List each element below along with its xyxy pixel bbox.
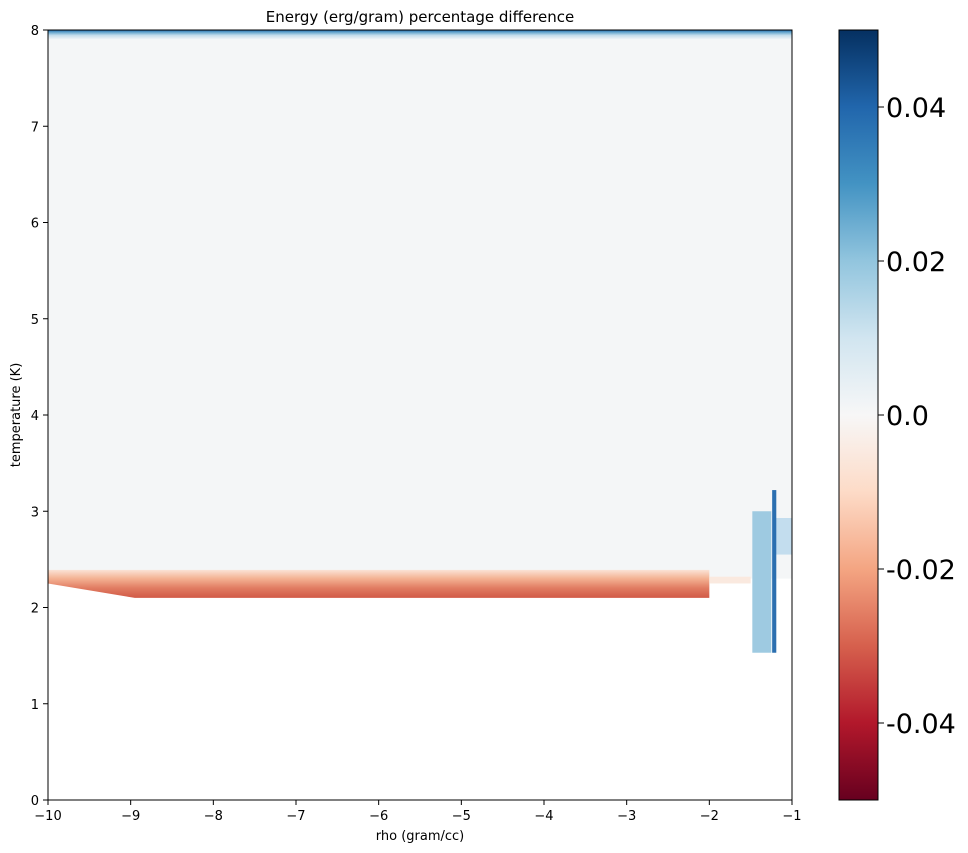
colorbar-tick-label: 0.02 <box>886 247 946 278</box>
colorbar: 0.04 0.02 0.0 -0.02 -0.04 <box>838 29 956 801</box>
chart-title: Energy (erg/gram) percentage difference <box>266 8 574 26</box>
x-tick-label: −10 <box>34 809 61 824</box>
y-tick-label: 0 <box>31 794 39 809</box>
heatmap-region-low-band-tail <box>709 576 751 584</box>
heatmap-region-bulk <box>48 39 792 579</box>
colorbar-tick-label: -0.04 <box>886 709 956 740</box>
colorbar-ramp <box>838 29 879 801</box>
y-tick-label: 2 <box>31 602 39 617</box>
x-tick-label: −7 <box>286 809 305 824</box>
x-axis-label: rho (gram/cc) <box>376 829 465 844</box>
colorbar-tick-label: -0.02 <box>886 555 956 586</box>
heatmap-region-patch-a <box>752 511 772 653</box>
y-tick-label: 7 <box>31 120 39 135</box>
x-tick-label: −6 <box>369 809 388 824</box>
x-tick-label: −3 <box>617 809 636 824</box>
x-tick-label: −4 <box>534 809 553 824</box>
y-axis-label: temperature (K) <box>9 363 24 468</box>
heatmap-region-spike <box>772 490 777 653</box>
y-tick-label: 1 <box>31 698 39 713</box>
x-tick-label: −2 <box>700 809 719 824</box>
x-tick-label: −8 <box>204 809 223 824</box>
y-tick-label: 6 <box>31 217 39 232</box>
x-tick-label: −5 <box>452 809 471 824</box>
y-tick-label: 5 <box>31 313 39 328</box>
y-tick-label: 3 <box>31 505 39 520</box>
colorbar-tick-label: 0.0 <box>886 401 929 432</box>
heatmap-plot <box>47 29 793 801</box>
x-tick-label: −9 <box>121 809 140 824</box>
heatmap-region-low-band <box>48 569 710 598</box>
x-tick-label: −1 <box>782 809 801 824</box>
y-tick-label: 8 <box>31 24 39 39</box>
heatmap-region-patch-b <box>775 517 792 555</box>
heatmap-region-top-edge <box>48 30 792 40</box>
y-tick-label: 4 <box>31 409 39 424</box>
colorbar-tick-label: 0.04 <box>886 93 946 124</box>
